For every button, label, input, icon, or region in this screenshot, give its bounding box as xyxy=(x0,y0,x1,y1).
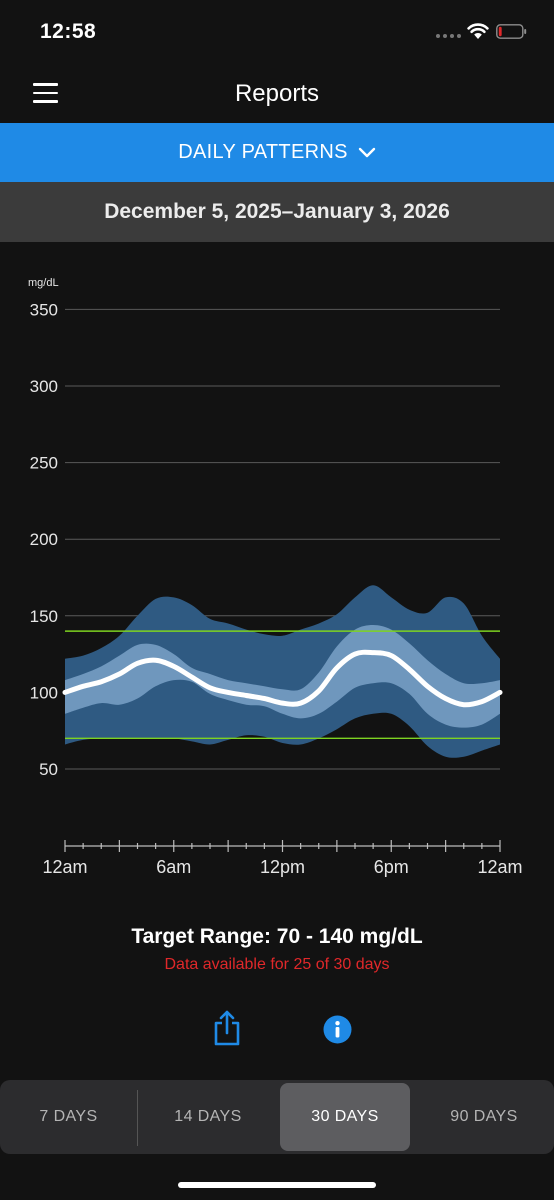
y-tick-label-200: 200 xyxy=(30,530,58,549)
home-indicator xyxy=(178,1182,376,1188)
period-30-days-label: 30 DAYS xyxy=(311,1108,379,1125)
x-tick-label-12: 12pm xyxy=(260,857,305,877)
outer-band-area xyxy=(65,585,500,758)
y-axis-unit-label: mg/dL xyxy=(28,277,59,289)
info-icon[interactable] xyxy=(323,1015,352,1044)
period-14-days[interactable]: 14 DAYS xyxy=(138,1080,278,1154)
data-availability-text: Data available for 25 of 30 days xyxy=(164,956,390,973)
page-title: Reports xyxy=(234,80,320,107)
period-30-days[interactable]: 30 DAYS xyxy=(280,1083,410,1151)
segment-divider xyxy=(137,1090,138,1146)
x-tick-label-18: 6pm xyxy=(374,857,409,877)
share-icon[interactable] xyxy=(213,1010,241,1046)
y-tick-label-100: 100 xyxy=(30,683,58,702)
y-tick-label-150: 150 xyxy=(30,607,58,626)
y-tick-label-50: 50 xyxy=(39,760,58,779)
x-tick-label-6: 6am xyxy=(156,857,191,877)
inner-band-area xyxy=(65,625,500,728)
hamburger-menu-icon[interactable] xyxy=(33,83,58,103)
period-90-days[interactable]: 90 DAYS xyxy=(414,1080,554,1154)
x-tick-label-0: 12am xyxy=(42,857,87,877)
report-type-dropdown[interactable]: DAILY PATTERNS xyxy=(0,123,554,182)
daily-patterns-chart: mg/dL 50 100 150 200 250 300 350 12am 6am 12pm 6pm 1… xyxy=(28,277,523,877)
chevron-down-icon xyxy=(358,147,375,157)
period-90-days-label: 90 DAYS xyxy=(450,1108,518,1125)
x-tick-label-24: 12am xyxy=(477,857,522,877)
median-line xyxy=(62,649,503,708)
y-tick-label-250: 250 xyxy=(30,454,58,473)
period-7-days[interactable]: 7 DAYS xyxy=(0,1080,137,1154)
report-type-label: DAILY PATTERNS xyxy=(178,141,348,163)
date-range: December 5, 2025–January 3, 2026 xyxy=(104,200,450,223)
target-range-text: Target Range: 70 - 140 mg/dL xyxy=(131,925,423,948)
period-14-days-label: 14 DAYS xyxy=(174,1108,242,1125)
cellular-signal-icon xyxy=(436,34,462,40)
y-tick-label-300: 300 xyxy=(30,377,58,396)
status-time: 12:58 xyxy=(40,20,97,43)
period-selector: 7 DAYS 14 DAYS 30 DAYS 90 DAYS xyxy=(0,1080,554,1154)
battery-icon xyxy=(496,24,527,39)
period-7-days-label: 7 DAYS xyxy=(39,1108,98,1125)
date-range-bar: December 5, 2025–January 3, 2026 xyxy=(0,182,554,242)
y-tick-label-350: 350 xyxy=(30,300,58,319)
wifi-icon xyxy=(467,23,489,39)
